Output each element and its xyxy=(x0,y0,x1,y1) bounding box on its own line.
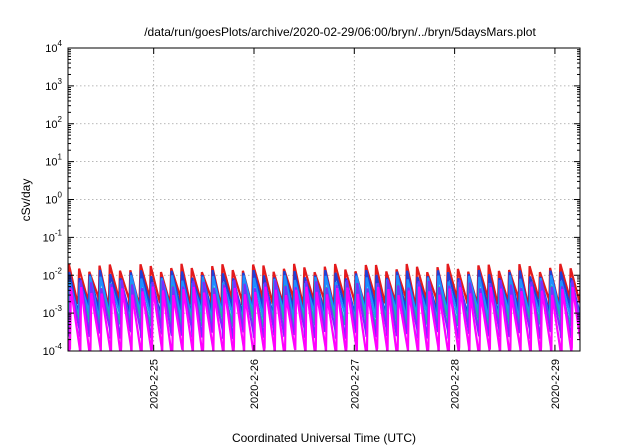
y-tick-exponent: -2 xyxy=(55,266,63,275)
y-tick-exponent: -3 xyxy=(55,304,63,313)
y-tick-label: 100 xyxy=(45,191,62,207)
y-tick-label: 101 xyxy=(45,153,62,169)
x-tick-label: 2020-2-27 xyxy=(349,359,361,409)
series-layer xyxy=(68,263,580,351)
y-tick-base: 10 xyxy=(45,119,57,131)
y-tick-base: 10 xyxy=(45,157,57,169)
y-tick-exponent: 2 xyxy=(58,115,63,124)
y-tick-exponent: -4 xyxy=(55,342,63,351)
y-tick-base: 10 xyxy=(43,232,55,244)
y-tick-label: 104 xyxy=(45,39,62,55)
y-tick-label: 103 xyxy=(45,77,62,93)
y-tick-base: 10 xyxy=(45,43,57,55)
y-tick-label: 10-4 xyxy=(43,342,63,358)
y-axis-label: cSv/day xyxy=(19,179,33,222)
x-tick-label: 2020-2-29 xyxy=(550,359,562,409)
y-tick-exponent: 4 xyxy=(58,39,63,48)
axis-layer: 10-410-310-210-11001011021031042020-2-25… xyxy=(43,39,580,409)
plot-frame xyxy=(67,47,581,352)
y-tick-base: 10 xyxy=(45,195,57,207)
y-tick-exponent: 1 xyxy=(58,153,63,162)
y-tick-base: 10 xyxy=(43,308,55,320)
y-tick-base: 10 xyxy=(43,270,55,282)
y-tick-base: 10 xyxy=(45,81,57,93)
y-tick-exponent: 0 xyxy=(58,191,63,200)
y-tick-label: 10-1 xyxy=(43,228,63,244)
x-tick-label: 2020-2-25 xyxy=(149,359,161,409)
series-line xyxy=(68,286,580,351)
chart-title: /data/run/goesPlots/archive/2020-02-29/0… xyxy=(144,25,536,39)
y-tick-base: 10 xyxy=(43,346,55,358)
x-tick-label: 2020-2-28 xyxy=(450,359,462,409)
y-tick-label: 10-3 xyxy=(43,304,63,320)
y-tick-label: 102 xyxy=(45,115,62,131)
x-tick-label: 2020-2-26 xyxy=(249,359,261,409)
x-axis-label: Coordinated Universal Time (UTC) xyxy=(232,431,416,445)
y-tick-label: 10-2 xyxy=(43,266,63,282)
y-tick-exponent: 3 xyxy=(58,77,63,86)
y-tick-exponent: -1 xyxy=(55,228,63,237)
